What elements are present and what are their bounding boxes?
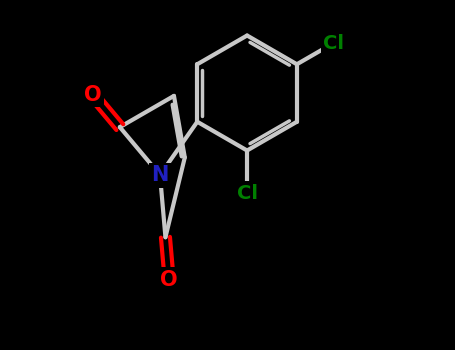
Text: Cl: Cl: [323, 34, 344, 52]
Text: O: O: [84, 85, 101, 105]
Text: N: N: [152, 165, 169, 185]
Text: Cl: Cl: [237, 183, 258, 203]
Text: O: O: [160, 270, 178, 289]
